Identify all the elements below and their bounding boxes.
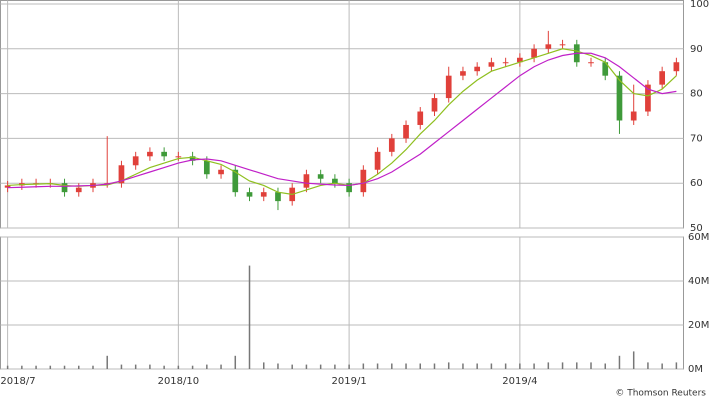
candle-body (218, 169, 224, 175)
candle-body (360, 169, 367, 193)
candle-body (545, 44, 552, 49)
price-frame (0, 0, 684, 229)
x-tick-label: 2018/7 (0, 376, 35, 387)
candle-body (203, 160, 210, 175)
candle-body (403, 124, 409, 139)
candle-body (417, 111, 424, 125)
credit: © Thomson Reuters (615, 389, 706, 399)
candle-body (445, 75, 452, 99)
candle-body (388, 138, 395, 152)
candle-body (588, 62, 594, 64)
candle-body (118, 165, 125, 184)
candle-body (260, 192, 267, 197)
volume-frame (0, 236, 684, 370)
candle-body (4, 185, 11, 188)
moving-average (7, 48, 677, 196)
candle-body (175, 156, 182, 158)
y-tick-label: 80 (690, 89, 703, 100)
candle-body (161, 151, 167, 157)
x-tick-label: 2019/1 (332, 376, 367, 387)
y-tick-label: 60 (690, 178, 703, 189)
y-tick-label: 70 (690, 133, 703, 144)
candle-body (317, 174, 324, 179)
candle-body (645, 84, 651, 112)
candle-body (374, 151, 381, 170)
candle-body (431, 98, 438, 112)
candle-body (616, 75, 623, 121)
candle-body (232, 169, 239, 193)
x-tick-label: 2018/10 (158, 376, 200, 387)
candle-body (673, 62, 680, 72)
candle-body (559, 44, 566, 46)
candle-body (602, 62, 609, 76)
volume-tick-label: 20M (688, 320, 709, 331)
volume-tick-label: 40M (688, 276, 709, 287)
candle-body (502, 62, 509, 64)
candle-body (531, 48, 537, 58)
candle-body (147, 151, 153, 157)
moving-average (7, 52, 677, 189)
candle-body (659, 71, 666, 85)
candle-body (275, 192, 281, 202)
candle-body (75, 187, 82, 193)
y-tick-label: 100 (690, 0, 709, 10)
y-tick-label: 50 (690, 223, 703, 234)
volume-tick-label: 0M (688, 364, 703, 375)
candle-body (474, 66, 481, 72)
x-tick-label: 2019/4 (502, 376, 537, 387)
candle-body (61, 183, 68, 193)
candle-body (332, 178, 338, 184)
candle-body (460, 71, 466, 76)
candle-body (246, 192, 253, 197)
volume-tick-label: 60M (688, 232, 709, 243)
y-tick-label: 90 (690, 44, 703, 55)
candle-body (630, 111, 637, 121)
candle-body (303, 174, 310, 188)
candle-body (189, 156, 196, 161)
candle-body (346, 183, 352, 193)
candle-body (132, 156, 139, 166)
candle-body (488, 62, 495, 67)
candle-body (517, 57, 523, 63)
